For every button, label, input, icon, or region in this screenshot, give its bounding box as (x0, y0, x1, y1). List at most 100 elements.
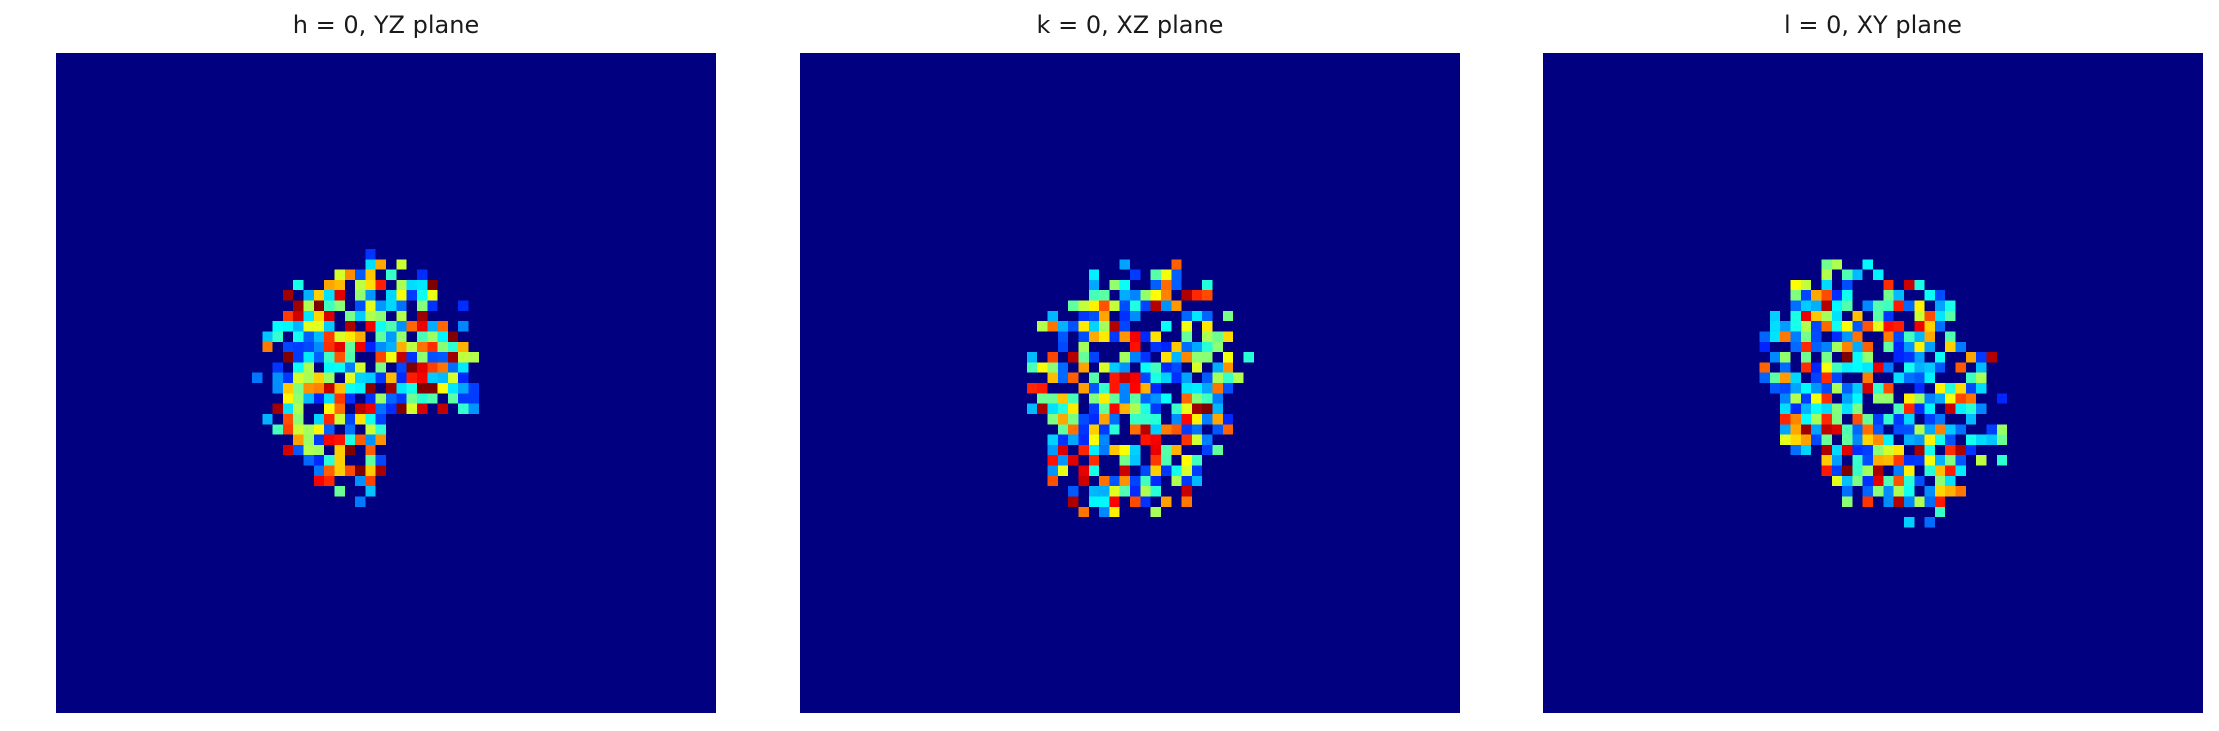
heatmap-cell (1088, 372, 1100, 383)
heatmap-cell (1109, 300, 1120, 311)
heatmap-cell (1903, 331, 1915, 342)
heatmap-cell (1893, 372, 1904, 383)
heatmap-cell (1945, 434, 1956, 445)
heatmap-cell (1883, 413, 1894, 425)
heatmap-cell (1171, 403, 1182, 414)
heatmap-cell (1924, 393, 1935, 404)
heatmap-cell (1130, 393, 1141, 404)
heatmap-cell (1160, 352, 1172, 363)
heatmap-cell (416, 341, 428, 353)
heatmap-cell (1842, 444, 1853, 456)
heatmap-cell (1790, 300, 1801, 311)
heatmap-cell (375, 434, 386, 445)
heatmap-cell (1130, 424, 1141, 435)
heatmap-cell (334, 383, 345, 394)
heatmap-cell (1800, 362, 1812, 373)
heatmap-cell (1883, 279, 1894, 291)
heatmap-cell (334, 341, 345, 353)
heatmap-cell (1191, 362, 1203, 373)
heatmap-cell (1893, 475, 1904, 487)
heatmap-cell (1924, 444, 1935, 456)
heatmap-cell (1831, 444, 1843, 456)
heatmap-cell (1821, 362, 1832, 373)
heatmap-cell (1821, 383, 1832, 394)
heatmap-cell (1790, 341, 1801, 353)
heatmap-cell (1191, 465, 1203, 476)
heatmap-cell (1883, 455, 1894, 466)
heatmap-cell (355, 372, 366, 383)
heatmap-cell (1171, 300, 1182, 311)
heatmap-cell (313, 331, 325, 342)
heatmap-cell (396, 403, 407, 414)
heatmap-cell (1057, 424, 1069, 435)
heatmap-cell (1759, 331, 1770, 342)
heatmap-cell (1873, 300, 1884, 311)
heatmap-cell (386, 341, 397, 353)
heatmap-cell (375, 279, 386, 291)
heatmap-cell (303, 300, 314, 311)
heatmap-cell (1903, 372, 1915, 383)
heatmap-cell (1160, 372, 1172, 383)
heatmap-cell (1903, 455, 1915, 466)
heatmap-cell (1109, 475, 1120, 487)
heatmap-cell (427, 352, 438, 363)
heatmap-cell (1160, 496, 1172, 507)
heatmap-cell (324, 300, 335, 311)
heatmap-cell (1140, 362, 1151, 373)
heatmap-cell (416, 403, 428, 414)
heatmap-cell (1222, 310, 1234, 322)
heatmap-cell (1150, 424, 1161, 435)
heatmap-cell (1893, 352, 1904, 363)
heatmap-cell (1811, 383, 1822, 394)
heatmap-cell (1883, 300, 1894, 311)
heatmap-cell (262, 331, 273, 342)
heatmap-cell (1996, 424, 2008, 435)
heatmap-cell (1119, 455, 1130, 466)
heatmap-cell (1078, 310, 1089, 322)
heatmap-cell (1109, 393, 1120, 404)
heatmap-cell (1934, 362, 1946, 373)
heatmap-cell (375, 259, 386, 270)
heatmap-cell (427, 290, 438, 301)
heatmap-cell (1790, 331, 1801, 342)
heatmap-cell (1150, 413, 1161, 425)
heatmap-cell (1171, 413, 1182, 425)
heatmap-cell (1842, 486, 1853, 497)
heatmap-cell (1914, 310, 1925, 322)
heatmap-cell (1181, 424, 1192, 435)
heatmap-cell (1976, 455, 1987, 466)
heatmap-cell (1903, 341, 1915, 353)
heatmap-cell (313, 413, 325, 425)
heatmap-cell (1800, 341, 1812, 353)
heatmap-cell (1852, 383, 1863, 394)
heatmap-cell (1945, 300, 1956, 311)
heatmap-cell (313, 434, 325, 445)
heatmap-cell (1068, 496, 1079, 507)
heatmap-cell (1026, 352, 1038, 363)
heatmap-cell (1057, 434, 1069, 445)
heatmap-cell (1099, 496, 1110, 507)
heatmap-cell (1862, 321, 1873, 332)
heatmap-cell (416, 290, 428, 301)
heatmap-cell (1140, 352, 1151, 363)
heatmap-cell (1996, 393, 2008, 404)
heatmap-cell (1088, 413, 1100, 425)
heatmap-cell (1057, 321, 1069, 332)
heatmap-cell (396, 290, 407, 301)
heatmap-cell (1191, 424, 1203, 435)
heatmap-cell (1790, 383, 1801, 394)
heatmap-cell (406, 321, 417, 332)
heatmap-cell (1212, 331, 1223, 342)
heatmap-cell (1130, 496, 1141, 507)
heatmap-cell (1088, 290, 1100, 301)
heatmap-cell (1026, 383, 1038, 394)
heatmap-cell (375, 403, 386, 414)
heatmap-cell (1821, 372, 1832, 383)
heatmap-cell (1842, 434, 1853, 445)
heatmap-cell (458, 372, 469, 383)
heatmap-cell (396, 362, 407, 373)
heatmap-cell (293, 424, 304, 435)
heatmap-cell (1790, 372, 1801, 383)
heatmap-cell (1945, 444, 1956, 456)
heatmap-cell (1181, 403, 1192, 414)
